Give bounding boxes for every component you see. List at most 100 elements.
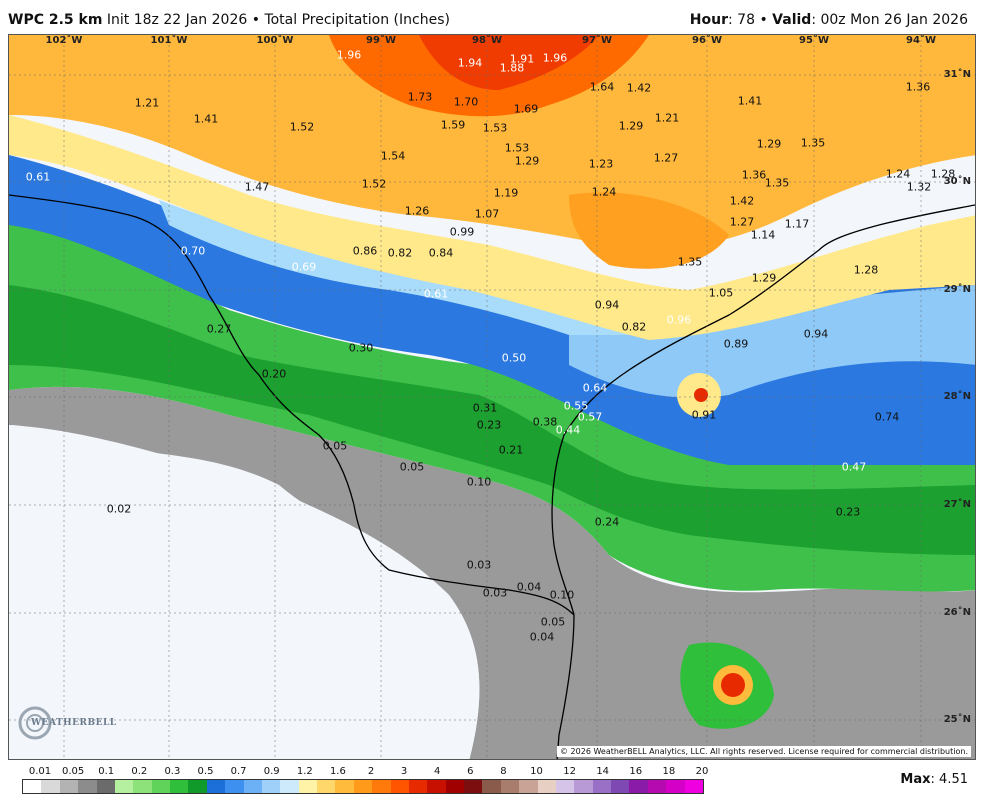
precip-label: 0.10 [466,475,492,489]
legend-swatch [684,780,703,793]
legend-swatch [114,780,134,793]
legend-swatch [629,780,648,793]
legend-swatch [188,780,207,793]
precip-field [9,35,975,759]
weatherbell-logo: WEATHERBELL [15,705,116,741]
legend-tick-label: 2 [367,766,375,777]
legend-tick-label: 0.2 [131,766,148,777]
precip-label: 0.21 [498,443,524,457]
legend-tick-label: 0.05 [61,766,85,777]
precip-label: 1.17 [784,217,810,231]
lon-label: 102˚W [45,35,83,46]
legend-swatch [445,780,464,793]
precip-label: 0.57 [577,410,603,424]
legend-swatch [280,780,299,793]
precip-label: 1.28 [930,167,956,181]
precip-label: 0.31 [472,401,498,415]
precip-label: 1.52 [361,177,387,191]
max-label: Max [900,772,931,787]
precip-label: 1.42 [729,194,755,208]
precip-label: 1.24 [885,167,911,181]
precip-label: 1.14 [750,228,776,242]
legend-swatch [574,780,593,793]
precip-label: 1.53 [482,121,508,135]
precip-label: 1.27 [729,215,755,229]
precip-label: 0.38 [532,415,558,429]
legend-swatch [96,780,115,793]
precip-label: 0.27 [206,322,232,336]
precip-label: 0.50 [501,351,527,365]
product-name: Total Precipitation (Inches) [264,12,450,28]
legend-swatch [170,780,189,793]
precip-label: 0.05 [399,460,425,474]
precip-label: 0.23 [835,505,861,519]
lat-label: 31˚N [943,69,971,80]
legend-swatch [335,780,354,793]
legend-swatch [666,780,685,793]
precip-label: 0.05 [322,439,348,453]
precip-label: 0.55 [563,399,589,413]
legend-tick-label: 14 [596,766,610,777]
precip-label: 0.61 [25,170,51,184]
lat-label: 30˚N [943,176,971,187]
lat-label: 29˚N [943,284,971,295]
legend-tick-label: 0.9 [263,766,280,777]
precip-label: 1.53 [504,141,530,155]
legend-swatch [372,780,391,793]
precip-map: 102˚W 101˚W 100˚W 99˚W 98˚W 97˚W 96˚W 95… [8,34,976,760]
lon-label: 96˚W [692,35,722,46]
legend-colorbar [22,779,704,794]
legend-swatch [500,780,520,793]
legend-tick-label: 1.2 [296,766,313,777]
legend-tick-label: 0.7 [230,766,247,777]
legend-swatch [390,780,409,793]
precip-label: 1.23 [588,157,614,171]
lat-label: 28˚N [943,391,971,402]
precip-label: 1.96 [336,48,362,62]
precip-label: 0.69 [291,260,317,274]
lon-label: 99˚W [366,35,396,46]
precip-label: 1.41 [737,94,763,108]
precip-label: 0.44 [555,423,581,437]
legend-swatch [317,780,336,793]
precip-label: 0.47 [841,460,867,474]
precip-label: 1.59 [440,118,466,132]
precip-label: 0.74 [874,410,900,424]
title: WPC 2.5 km Init 18z 22 Jan 2026 • Total … [8,12,450,28]
lon-label: 98˚W [472,35,502,46]
precip-label: 1.26 [404,204,430,218]
lon-label: 95˚W [799,35,829,46]
legend-swatch [133,780,152,793]
precip-label: 1.52 [289,120,315,134]
precip-label: 1.54 [380,149,406,163]
legend-swatch [353,780,373,793]
legend-tick-label: 10 [530,766,543,777]
precip-label: 0.03 [482,586,508,600]
valid-label: Valid [772,12,812,28]
precip-label: 1.07 [474,207,500,221]
precip-label: 1.29 [751,271,777,285]
precip-label: 0.94 [803,327,829,341]
legend-swatch [261,780,281,793]
lat-label: 26˚N [943,607,971,618]
legend-tick-label: 12 [563,766,576,777]
precip-label: 1.69 [513,102,539,116]
precip-label: 1.94 [457,56,483,70]
precip-label: 0.05 [540,615,566,629]
legend-swatch [243,780,262,793]
legend-ticks: 0.01 0.05 0.1 0.2 0.3 0.5 0.7 0.9 1.2 1.6 2 3 4 6 8 10 1… [22,766,709,778]
precip-label: 1.73 [407,90,433,104]
lon-label: 100˚W [256,35,294,46]
precip-label: 1.91 [509,52,535,66]
lon-label: 101˚W [150,35,188,46]
legend-tick-label: 1.6 [329,766,346,777]
legend-swatch [537,780,556,793]
header: WPC 2.5 km Init 18z 22 Jan 2026 • Total … [0,0,984,34]
precip-label: 1.32 [906,180,932,194]
precip-label: 0.04 [516,580,542,594]
legend-swatch [592,780,611,793]
precip-label: 1.29 [514,154,540,168]
logo-text: WEATHERBELL [31,718,117,728]
precip-label: 1.42 [626,81,652,95]
precip-label: 0.23 [476,418,502,432]
